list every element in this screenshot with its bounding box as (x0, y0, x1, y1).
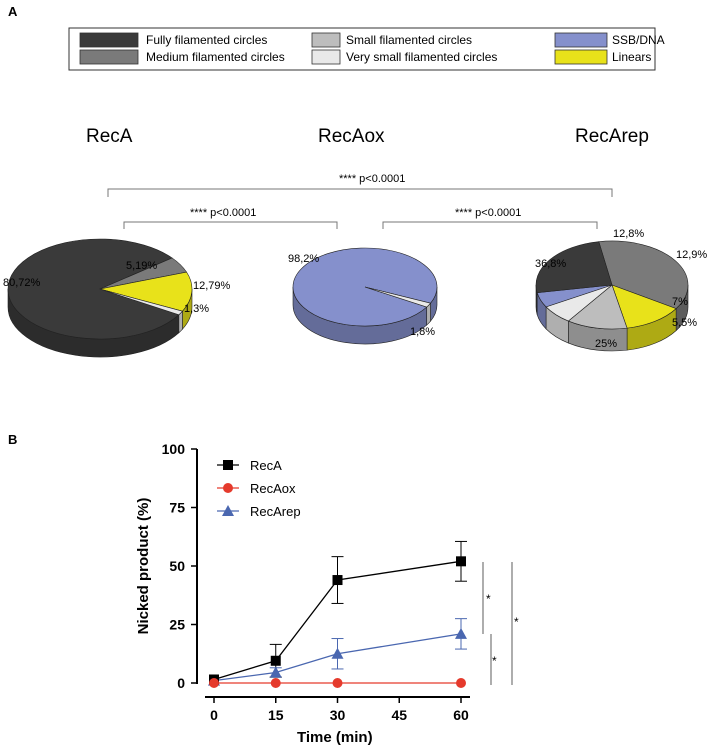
y-tick-label: 0 (177, 675, 185, 691)
legend-swatch-ssb (554, 32, 608, 48)
pie-label-fully-filamented-circles: 80,72% (3, 277, 41, 289)
legend-swatch-fully (79, 32, 139, 48)
pie-label-linears: 12,8% (613, 228, 644, 240)
bracket-right (382, 221, 598, 229)
pie-slice-fully-filamented-circles (535, 241, 613, 293)
pie-label-ssb-dna: 98,2% (288, 253, 319, 265)
pie-label-very-small-filamented-circles: 1,8% (410, 326, 435, 338)
legend-label-recaox: RecAox (250, 481, 296, 496)
data-point-recaox (209, 678, 219, 688)
series-line-recarep (213, 633, 462, 682)
series-line-reca (213, 560, 462, 681)
significance-lines: * * * (482, 562, 519, 685)
pie-title-recaox: RecAox (318, 126, 385, 147)
pie-label-medium-filamented-circles: 5,19% (126, 260, 157, 272)
sig-top: **** p<0.0001 (339, 173, 405, 185)
x-tick-label: 30 (330, 707, 346, 723)
pie-label-medium-filamented-circles: 36,8% (535, 258, 566, 270)
pie-label-fully-filamented-circles: 25% (595, 338, 617, 350)
pie-label-very-small-filamented-circles: 7% (672, 296, 688, 308)
legend-marker-reca (223, 460, 233, 470)
legend-label-ssb: SSB/DNA (612, 33, 665, 47)
legend-label-fully: Fully filamented circles (146, 33, 267, 47)
data-point-recarep (455, 627, 467, 639)
data-point-recarep (331, 647, 344, 659)
data-point-reca (456, 556, 466, 567)
pie-title-recarep: RecArep (575, 126, 649, 147)
pie-slice-very-small-filamented-circles (364, 286, 432, 308)
data-point-reca (270, 655, 281, 666)
legend-label-medium: Medium filamented circles (146, 50, 285, 64)
legend-swatch-very-small (311, 49, 341, 65)
legend-label-reca: RecA (250, 458, 282, 473)
pie-slice-linears (611, 284, 677, 329)
pie-slice-medium-filamented-circles (598, 240, 689, 309)
legend-marker-recaox (223, 483, 233, 493)
legend-label-linears: Linears (612, 50, 651, 64)
pie-legend: Fully filamented circles Medium filament… (68, 27, 665, 71)
pie-charts: 80,72% 5,19% 12,79% 1,3% 98,2% 1,8% 36,8% 12,8%… (3, 228, 707, 358)
pie-label-very-small-filamented-circles: 1,3% (184, 303, 209, 315)
pie-slice-small-filamented-circles (567, 284, 628, 330)
pie-reca: 80,72% 5,19% 12,79% 1,3% (3, 238, 231, 358)
sig-star-2: * (492, 654, 497, 668)
pie-recarep: 36,8% 12,8% 12,9% 7% 5,5% 25% (535, 228, 707, 352)
pie-slice-linears (99, 271, 193, 312)
bracket-top (107, 188, 613, 197)
legend-swatch-medium (79, 49, 139, 65)
pie-label-small-filamented-circles: 12,9% (676, 249, 707, 261)
sig-left: **** p<0.0001 (190, 207, 256, 219)
x-tick-label: 60 (453, 707, 469, 723)
data-point-recaox (270, 678, 281, 688)
x-tick-label: 15 (268, 707, 284, 723)
legend-swatch-small (311, 32, 341, 48)
legend-swatch-linears (554, 49, 608, 65)
y-tick-label: 50 (169, 558, 185, 574)
panel-a-label: A (8, 4, 18, 19)
x-axis-title: Time (min) (297, 729, 373, 746)
legend-label-small: Small filamented circles (346, 33, 472, 47)
legend-label-very-small: Very small filamented circles (346, 50, 497, 64)
pie-slice-very-small-filamented-circles (99, 288, 184, 316)
pie-slice-fully-filamented-circles (7, 238, 180, 340)
y-axis-title: Nicked product (%) (135, 498, 152, 635)
y-tick-label: 25 (169, 617, 185, 633)
data-point-recarep (269, 666, 282, 678)
pie-title-reca: RecA (86, 126, 133, 147)
line-legend: RecA RecAox RecArep (217, 458, 301, 519)
pie-label-linears: 12,79% (193, 280, 231, 292)
sig-star-1: * (486, 592, 491, 606)
data-point-reca (332, 575, 343, 586)
legend-label-recarep: RecArep (250, 504, 301, 519)
x-tick-label: 0 (210, 707, 218, 723)
data-point-recaox (332, 678, 343, 688)
y-tick-label: 100 (162, 441, 186, 457)
data-point-recaox (456, 678, 466, 688)
pie-label-ssb-dna: 5,5% (672, 317, 697, 329)
bracket-left (123, 221, 338, 229)
panel-b-label: B (8, 432, 17, 447)
sig-star-3: * (514, 615, 519, 629)
y-tick-label: 75 (169, 500, 185, 516)
line-chart: 0 25 50 75 100 0 15 30 45 60 Time (min) Nicked pr… (135, 441, 519, 746)
sig-right: **** p<0.0001 (455, 207, 521, 219)
pie-recaox: 98,2% 1,8% (288, 247, 438, 345)
x-tick-label: 45 (391, 707, 407, 723)
legend-marker-recarep (222, 505, 234, 516)
significance-brackets: **** p<0.0001 **** p<0.0001 **** p<0.000… (107, 173, 613, 229)
